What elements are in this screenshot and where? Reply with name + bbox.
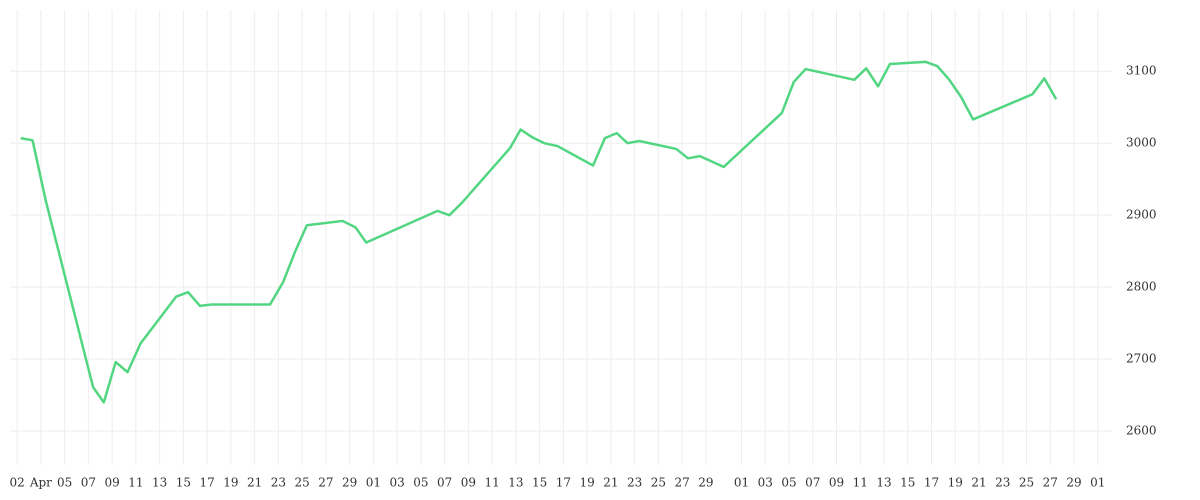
x-tick-label: 13	[508, 476, 523, 490]
x-tick-label: 19	[223, 476, 238, 490]
x-tick-label: 09	[104, 476, 119, 490]
x-tick-label: 25	[1019, 476, 1034, 490]
x-tick-label: 07	[81, 476, 96, 490]
y-tick-label: 2700	[1126, 352, 1157, 366]
x-tick-label: 09	[461, 476, 476, 490]
x-tick-label: 29	[1066, 476, 1081, 490]
x-tick-label: 15	[900, 476, 915, 490]
x-tick-label: 03	[389, 476, 404, 490]
x-tick-label: 21	[247, 476, 262, 490]
x-tick-label: 23	[995, 476, 1010, 490]
x-tick-label: 27	[1043, 476, 1058, 490]
x-tick-label: 23	[627, 476, 642, 490]
x-tick-label: 17	[556, 476, 571, 490]
x-tick-label: 15	[176, 476, 191, 490]
x-tick-label: 25	[651, 476, 666, 490]
x-tick-label: 02	[9, 476, 24, 490]
x-tick-label: Apr	[29, 476, 52, 490]
x-tick-label: 01	[366, 476, 381, 490]
x-tick-label: 27	[318, 476, 333, 490]
y-tick-label: 2800	[1126, 280, 1157, 294]
x-tick-label: 11	[484, 476, 499, 490]
x-tick-label: 11	[853, 476, 868, 490]
x-tick-label: 23	[271, 476, 286, 490]
y-tick-label: 2600	[1126, 424, 1157, 438]
x-tick-label: 19	[948, 476, 963, 490]
x-tick-label: 03	[758, 476, 773, 490]
x-tick-label: 29	[342, 476, 357, 490]
x-tick-label: 27	[674, 476, 689, 490]
x-tick-label: 29	[698, 476, 713, 490]
x-tick-label: 17	[199, 476, 214, 490]
data-line	[20, 60, 1058, 404]
x-tick-label: 19	[579, 476, 594, 490]
x-tick-label: 05	[781, 476, 796, 490]
x-tick-label: 01	[734, 476, 749, 490]
x-tick-label: 05	[57, 476, 72, 490]
x-tick-label: 01	[1090, 476, 1105, 490]
x-tick-label: 21	[603, 476, 618, 490]
x-tick-label: 17	[924, 476, 939, 490]
y-tick-label: 3000	[1126, 136, 1157, 150]
x-tick-label: 07	[437, 476, 452, 490]
x-tick-label: 07	[805, 476, 820, 490]
x-tick-label: 13	[876, 476, 891, 490]
x-tick-label: 09	[829, 476, 844, 490]
y-tick-label: 3100	[1126, 64, 1157, 78]
x-tick-label: 21	[971, 476, 986, 490]
x-tick-label: 13	[152, 476, 167, 490]
x-tick-label: 15	[532, 476, 547, 490]
x-tick-label: 11	[128, 476, 143, 490]
y-tick-label: 2900	[1126, 208, 1157, 222]
x-tick-label: 05	[413, 476, 428, 490]
x-tick-label: 25	[294, 476, 309, 490]
